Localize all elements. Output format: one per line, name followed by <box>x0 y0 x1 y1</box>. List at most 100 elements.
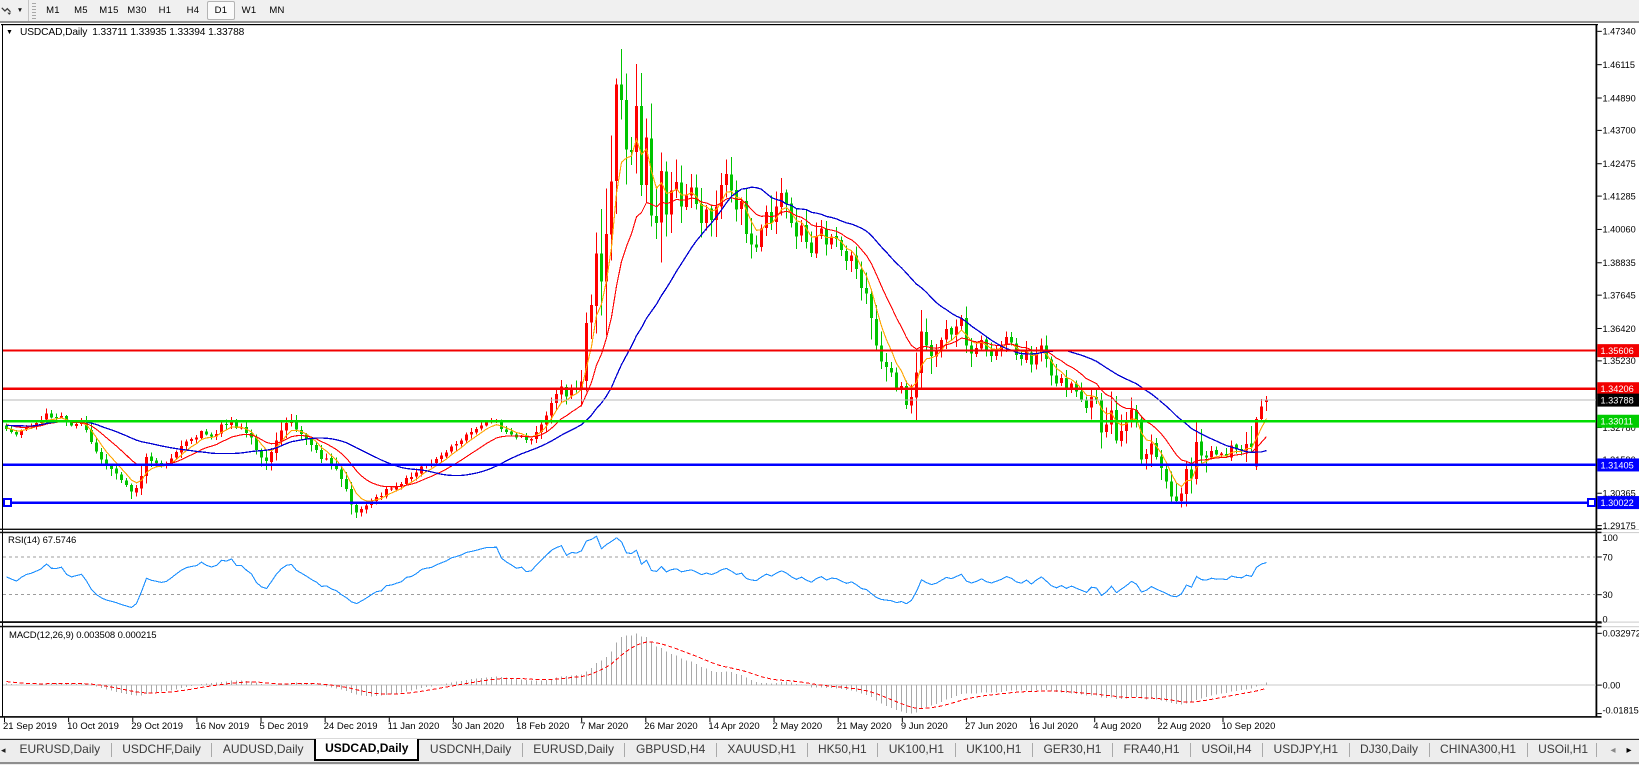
svg-text:10 Oct 2019: 10 Oct 2019 <box>67 721 119 732</box>
svg-text:1.37645: 1.37645 <box>1603 290 1636 300</box>
time-axis[interactable] <box>0 718 1596 736</box>
svg-text:11 Jan 2020: 11 Jan 2020 <box>388 721 440 732</box>
collapse-icon[interactable]: ▼ <box>6 28 13 36</box>
tab-scroll-left-edge-icon[interactable]: ◂ <box>1 744 6 755</box>
svg-text:1.41285: 1.41285 <box>1603 191 1636 201</box>
chart-header: ▼ USDCAD,Daily 1.33711 1.33935 1.33394 1.3… <box>6 27 244 38</box>
chart-tab-ger30-h1[interactable]: GER30,H1 <box>1043 742 1102 756</box>
price-axis[interactable] <box>1597 25 1639 717</box>
svg-text:1.35606: 1.35606 <box>1601 346 1634 356</box>
timeframe-button-mn[interactable]: MN <box>269 5 285 16</box>
svg-text:1.35230: 1.35230 <box>1603 356 1636 366</box>
timeframe-button-m30[interactable]: M30 <box>127 5 147 16</box>
timeframe-button-m1[interactable]: M1 <box>46 5 60 16</box>
tab-separator <box>110 743 112 757</box>
ohlc-high: 1.33935 <box>130 27 167 38</box>
tab-scroll-left-icon[interactable]: ◂ <box>1610 744 1616 756</box>
timeframe-button-w1[interactable]: W1 <box>241 5 257 16</box>
chart-tab-gbpusd-h4[interactable]: GBPUSD,H4 <box>635 742 706 756</box>
chart-tab-usdcad-daily[interactable]: USDCAD,Daily <box>314 738 420 761</box>
price-chart-panel[interactable] <box>3 25 1596 527</box>
chart-tab-usoil-h4[interactable]: USOil,H4 <box>1201 742 1252 756</box>
chart-tab-uk100-h1[interactable]: UK100,H1 <box>888 742 945 756</box>
svg-text:1.36420: 1.36420 <box>1603 324 1636 334</box>
timeframe-button-d1[interactable]: D1 <box>207 1 235 20</box>
toolbar: ▼ M1 M5 M15 M30 H1 H4 D1 W1 MN <box>0 0 1639 23</box>
svg-text:1.33011: 1.33011 <box>1601 417 1634 427</box>
toolbar-grip[interactable] <box>31 2 36 19</box>
svg-text:5 Dec 2019: 5 Dec 2019 <box>260 721 309 732</box>
svg-text:27 Jun 2020: 27 Jun 2020 <box>965 721 1017 732</box>
tab-separator <box>1190 743 1192 757</box>
svg-text:26 Mar 2020: 26 Mar 2020 <box>644 721 697 732</box>
chart-tab-hk50-h1[interactable]: HK50,H1 <box>818 742 867 756</box>
tab-list: ◂ EURUSD,Daily USDCHF,Daily AUDUSD,Daily USD… <box>0 738 1599 761</box>
chart-tab-dj30-daily[interactable]: DJ30,Daily <box>1360 742 1419 756</box>
tabbar-dark-line <box>0 739 1639 741</box>
toolbar-separator <box>28 0 29 21</box>
timeframe-buttons: M1 M5 M15 M30 H1 H4 D1 W1 MN <box>36 1 291 20</box>
chart-tab-usdjpy-h1[interactable]: USDJPY,H1 <box>1273 742 1339 756</box>
tab-separator <box>1031 743 1033 757</box>
tab-separator <box>1596 743 1597 757</box>
timeframe-button-h4[interactable]: H4 <box>186 5 200 16</box>
chart-tab-china300-h1[interactable]: CHINA300,H1 <box>1440 742 1517 756</box>
chart-tab-xauusd-h1[interactable]: XAUUSD,H1 <box>727 742 796 756</box>
macd-panel[interactable] <box>3 628 1596 715</box>
rsi-panel[interactable] <box>3 530 1596 621</box>
macd-indicator-label: MACD(12,26,9) 0.003508 0.000215 <box>9 629 157 641</box>
svg-text:1.32780: 1.32780 <box>1603 423 1636 433</box>
svg-text:14 Apr 2020: 14 Apr 2020 <box>708 721 759 732</box>
window-bottom-edge <box>0 763 1639 765</box>
rsi-value: 67.5746 <box>42 535 77 546</box>
svg-text:7 Mar 2020: 7 Mar 2020 <box>580 721 628 732</box>
chart-tab-eurusd-daily[interactable]: EURUSD,Daily <box>533 742 614 756</box>
tabbar-bottom-shadow <box>0 762 1639 764</box>
svg-text:1.30022: 1.30022 <box>1601 498 1634 508</box>
periods-icon[interactable] <box>1 5 12 17</box>
svg-text:100: 100 <box>1603 533 1618 543</box>
svg-text:16 Nov 2019: 16 Nov 2019 <box>195 721 249 732</box>
svg-text:29 Oct 2019: 29 Oct 2019 <box>131 721 183 732</box>
svg-text:9 Jun 2020: 9 Jun 2020 <box>901 721 948 732</box>
chart-tab-eurusd-daily[interactable]: EURUSD,Daily <box>19 742 101 756</box>
timeframe-button-m5[interactable]: M5 <box>74 5 88 16</box>
chart-tab-usdchf-daily[interactable]: USDCHF,Daily <box>122 742 201 756</box>
svg-text:-0.018154: -0.018154 <box>1603 706 1639 716</box>
chart-tab-fra40-h1[interactable]: FRA40,H1 <box>1123 742 1180 756</box>
tab-separator <box>715 743 717 757</box>
chart-tab-usoil-h1[interactable]: USOil,H1 <box>1538 742 1589 756</box>
timeframe-button-m15[interactable]: M15 <box>99 5 119 16</box>
chart-tab-uk100-h1[interactable]: UK100,H1 <box>966 742 1022 756</box>
svg-text:30: 30 <box>1603 590 1613 600</box>
svg-text:1.44890: 1.44890 <box>1603 93 1636 103</box>
tab-separator <box>1111 743 1113 757</box>
svg-text:10 Sep 2020: 10 Sep 2020 <box>1221 721 1275 732</box>
svg-text:70: 70 <box>1603 552 1613 562</box>
tab-separator <box>521 743 523 757</box>
chart-tab-usdcnh-daily[interactable]: USDCNH,Daily <box>429 742 512 756</box>
rsi-indicator-label: RSI(14) 67.5746 <box>8 535 76 546</box>
svg-text:1.47340: 1.47340 <box>1603 27 1636 37</box>
macd-value-main: 0.003508 <box>76 629 116 641</box>
svg-text:0.00: 0.00 <box>1603 680 1621 690</box>
ohlc-close: 1.33788 <box>208 27 245 38</box>
rsi-name: RSI(14) <box>8 535 41 546</box>
ohlc-open: 1.33711 <box>92 27 128 38</box>
svg-text:0.032972: 0.032972 <box>1603 629 1639 639</box>
macd-value-signal: 0.000215 <box>117 629 157 641</box>
svg-text:1.34206: 1.34206 <box>1601 384 1634 394</box>
chevron-down-icon[interactable]: ▼ <box>16 7 24 14</box>
chart-tab-bar: ◂ EURUSD,Daily USDCHF,Daily AUDUSD,Daily USD… <box>0 738 1639 763</box>
tab-scroll-right-icon[interactable]: ▸ <box>1626 744 1632 756</box>
tab-separator <box>1262 743 1264 757</box>
chart-tab-audusd-daily[interactable]: AUDUSD,Daily <box>222 742 304 756</box>
svg-text:4 Aug 2020: 4 Aug 2020 <box>1093 721 1141 732</box>
svg-text:18 Feb 2020: 18 Feb 2020 <box>516 721 569 732</box>
svg-text:30 Jan 2020: 30 Jan 2020 <box>452 721 504 732</box>
macd-name: MACD(12,26,9) <box>9 629 74 641</box>
chart-title: USDCAD,Daily <box>19 27 88 38</box>
timeframe-button-h1[interactable]: H1 <box>158 5 172 16</box>
tab-separator <box>211 743 213 757</box>
